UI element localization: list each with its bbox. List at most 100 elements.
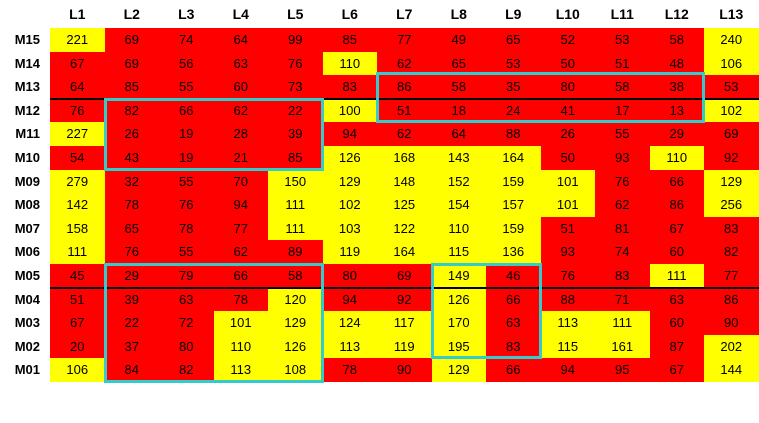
- cell-m06-l5: 89: [268, 240, 323, 264]
- row-header-m05: M05: [14, 268, 40, 283]
- cell-m05-l9: 46: [486, 264, 541, 288]
- cell-m02-l3: 80: [159, 334, 214, 359]
- row-header-m08: M08: [14, 197, 40, 213]
- cell-m06-l2: 76: [104, 240, 159, 264]
- cell-m07-l5: 111: [268, 216, 323, 241]
- cell-m06-l8: 115: [431, 240, 486, 264]
- cell-m08-l2: 78: [104, 193, 159, 217]
- cell-m10-l6: 126: [322, 146, 377, 170]
- cell-m07-l3: 78: [159, 216, 214, 241]
- cell-m11-l13: 69: [704, 122, 759, 146]
- cell-m13-l7: 86: [377, 75, 432, 99]
- row-header-m07: M07: [14, 220, 40, 236]
- cell-m03-l7: 117: [377, 311, 432, 335]
- cell-m03-l1: 67: [50, 311, 105, 335]
- cell-m06-l4: 62: [213, 240, 268, 264]
- cell-m03-l10: 113: [540, 311, 595, 335]
- cell-m09-l10: 101: [540, 169, 595, 194]
- cell-m07-l1: 158: [50, 216, 105, 241]
- cell-m05-l12: 111: [649, 264, 704, 288]
- column-header-l5: L5: [287, 6, 304, 22]
- cell-m15-l13: 240: [704, 28, 759, 52]
- cell-m08-l9: 157: [486, 193, 541, 217]
- cell-m03-l12: 60: [649, 311, 704, 335]
- cell-m12-l7: 51: [377, 98, 432, 123]
- cell-m02-l8: 195: [431, 334, 486, 359]
- cell-m09-l11: 76: [595, 169, 650, 194]
- cell-m04-l7: 92: [377, 287, 432, 312]
- cell-m04-l2: 39: [104, 287, 159, 312]
- row-header-m06: M06: [14, 244, 40, 260]
- cell-m13-l8: 58: [431, 75, 486, 99]
- cell-m03-l6: 124: [322, 311, 377, 335]
- cell-m06-l3: 55: [159, 240, 214, 264]
- cell-m02-l13: 202: [704, 334, 759, 359]
- cell-m10-l4: 21: [213, 146, 268, 170]
- cell-m03-l3: 72: [159, 311, 214, 335]
- cell-m03-l11: 111: [595, 311, 650, 335]
- cell-m02-l12: 87: [649, 334, 704, 359]
- cell-m06-l7: 164: [377, 240, 432, 264]
- cell-m12-l9: 24: [486, 98, 541, 123]
- cell-m05-l6: 80: [322, 264, 377, 288]
- cell-m06-l10: 93: [540, 240, 595, 264]
- cell-m04-l4: 78: [213, 287, 268, 312]
- cell-m11-l8: 64: [431, 122, 486, 146]
- cell-m08-l12: 86: [649, 193, 704, 217]
- column-header-l9: L9: [505, 6, 522, 22]
- divider-m05-m04: [50, 286, 759, 289]
- cell-m12-l6: 100: [322, 98, 377, 123]
- cell-m15-l11: 53: [595, 28, 650, 52]
- cell-m04-l9: 66: [486, 287, 541, 312]
- cell-m04-l5: 120: [268, 287, 323, 312]
- cell-m14-l12: 48: [649, 51, 704, 76]
- cell-m11-l5: 39: [268, 122, 323, 146]
- column-header-l6: L6: [341, 6, 358, 22]
- cell-m14-l6: 110: [322, 51, 377, 76]
- cell-m04-l11: 71: [595, 287, 650, 312]
- cell-m15-l1: 221: [50, 28, 105, 52]
- column-header-l13: L13: [719, 6, 744, 22]
- cell-m02-l7: 119: [377, 334, 432, 359]
- cell-m06-l1: 111: [50, 240, 105, 264]
- column-header-l10: L10: [555, 6, 580, 22]
- cell-m01-l9: 66: [486, 358, 541, 382]
- cell-m07-l12: 67: [649, 216, 704, 241]
- row-header-m10: M10: [14, 150, 40, 165]
- column-header-l4: L4: [232, 6, 249, 22]
- cell-m04-l13: 86: [704, 287, 759, 312]
- cell-m04-l12: 63: [649, 287, 704, 312]
- cell-m04-l1: 51: [50, 287, 105, 312]
- cell-m05-l1: 45: [50, 264, 105, 288]
- cell-m13-l4: 60: [213, 75, 268, 99]
- cell-m10-l12: 110: [649, 146, 704, 170]
- cell-m01-l6: 78: [322, 358, 377, 382]
- column-header-l2: L2: [123, 6, 140, 22]
- cell-m05-l8: 149: [431, 264, 486, 288]
- row-header-m09: M09: [14, 173, 40, 189]
- cell-m10-l5: 85: [268, 146, 323, 170]
- cell-m09-l7: 148: [377, 169, 432, 194]
- cell-m15-l7: 77: [377, 28, 432, 52]
- cell-m05-l11: 83: [595, 264, 650, 288]
- cell-m13-l2: 85: [104, 75, 159, 99]
- highlight-box-m05-m02-l8-l9: [430, 263, 542, 360]
- cell-m15-l8: 49: [431, 28, 486, 52]
- cell-m02-l2: 37: [104, 334, 159, 359]
- cell-m08-l11: 62: [595, 193, 650, 217]
- cell-m10-l10: 50: [540, 146, 595, 170]
- cell-m02-l5: 126: [268, 334, 323, 359]
- cell-m13-l5: 73: [268, 75, 323, 99]
- cell-m11-l3: 19: [159, 122, 214, 146]
- cell-m02-l6: 113: [322, 334, 377, 359]
- cell-m03-l13: 90: [704, 311, 759, 335]
- cell-m01-l1: 106: [50, 358, 105, 382]
- cell-m12-l11: 17: [595, 98, 650, 123]
- column-header-l8: L8: [450, 6, 467, 22]
- cell-m05-l7: 69: [377, 264, 432, 288]
- row-header-m03: M03: [14, 315, 40, 331]
- highlight-box-m12-m10-l2-l5: [103, 97, 324, 171]
- cell-m15-l10: 52: [540, 28, 595, 52]
- cell-m11-l7: 62: [377, 122, 432, 146]
